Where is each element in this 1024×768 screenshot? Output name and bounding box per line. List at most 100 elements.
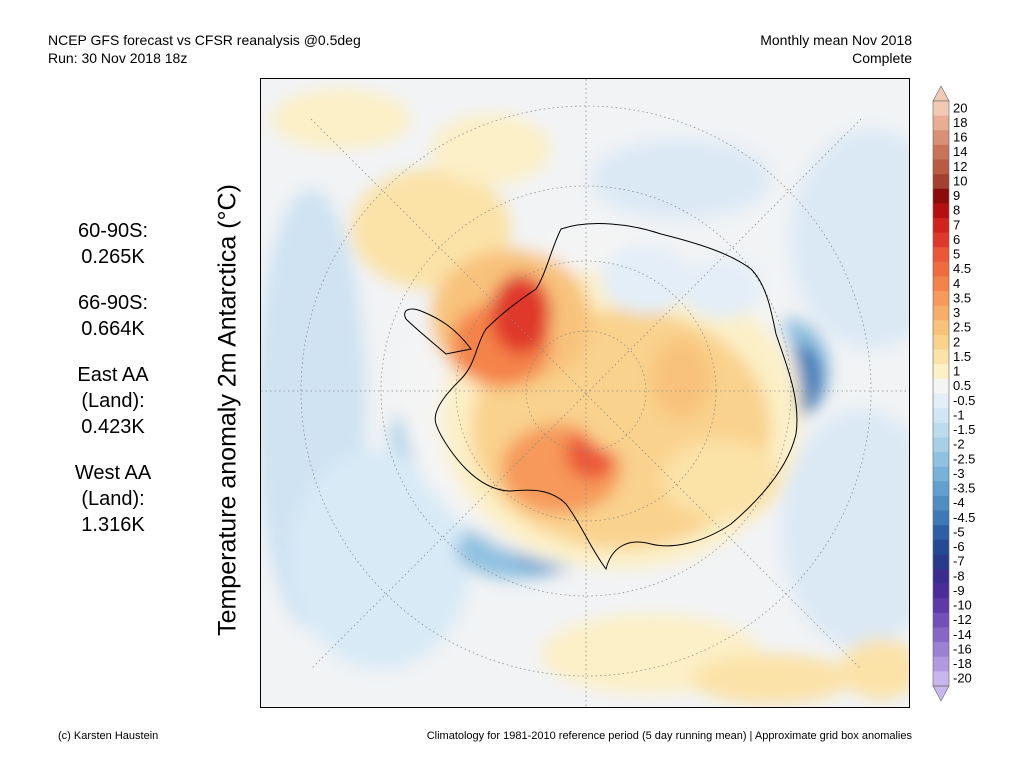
colorbar-swatch [933, 349, 949, 365]
antarctica-anomaly-map [261, 79, 909, 707]
colorbar-swatch [933, 495, 949, 511]
colorbar-tick-label: -1 [953, 407, 965, 422]
colorbar-swatch [933, 174, 949, 190]
colorbar-tick-label: 4.5 [953, 261, 971, 276]
colorbar-tick-label: 4 [953, 276, 960, 291]
colorbar-swatch [933, 671, 949, 687]
colorbar-tick-label: -10 [953, 598, 972, 613]
colorbar-tick-label: 0.5 [953, 378, 971, 393]
stat-label: East AA (Land): [77, 364, 149, 412]
colorbar-tick-label: 14 [953, 144, 967, 159]
colorbar-top-arrow [932, 86, 950, 102]
colorbar-tick-label: 12 [953, 159, 967, 174]
colorbar-tick-label: -3 [953, 466, 965, 481]
header-left: NCEP GFS forecast vs CFSR reanalysis @0.… [48, 31, 361, 67]
colorbar-swatch [933, 569, 949, 584]
colorbar-swatch [933, 159, 949, 175]
colorbar-swatch [933, 598, 949, 614]
antarctica-coastline [434, 223, 798, 571]
colorbar-tick-label: -6 [953, 539, 965, 554]
colorbar-swatch [933, 320, 949, 336]
colorbar-tick-label: -14 [953, 627, 972, 642]
colorbar-tick-label: 1.5 [953, 349, 971, 364]
colorbar-tick-label: -2.5 [953, 451, 975, 466]
colorbar-tick-label: 2.5 [953, 320, 971, 335]
colorbar-tick-label: 8 [953, 203, 960, 218]
colorbar: 201816141210987654.543.532.521.510.5-0.5… [932, 86, 975, 702]
colorbar-swatch [933, 101, 949, 116]
colorbar-swatch [933, 437, 949, 453]
stat-value: 0.423K [81, 416, 145, 438]
completeness-label: Complete [852, 50, 912, 66]
map-panel [260, 78, 910, 708]
colorbar-tick-label: -7 [953, 554, 965, 569]
stat-value: 0.664K [81, 318, 145, 340]
colorbar-swatch [933, 115, 949, 131]
colorbar-swatch [933, 305, 949, 321]
colorbar-tick-label: -9 [953, 583, 965, 598]
colorbar-swatch [933, 203, 949, 219]
map-title: Temperature anomaly 2m Antarctica (°C) [213, 184, 242, 636]
colorbar-tick-label: 16 [953, 130, 967, 145]
colorbar-tick-label: 3 [953, 305, 960, 320]
stat-label: 66-90S: [77, 292, 149, 314]
colorbar-swatch [933, 393, 949, 409]
colorbar-swatch [933, 408, 949, 424]
header-right: Monthly mean Nov 2018 Complete [760, 31, 912, 67]
colorbar-swatch [933, 539, 949, 555]
stat-label: 60-90S: [77, 220, 149, 242]
colorbar-swatch [933, 247, 949, 263]
colorbar-tick-label: 2 [953, 334, 960, 349]
colorbar-swatch [933, 525, 949, 541]
stat-label: West AA (Land): [74, 462, 152, 510]
stat-66-90s: 66-90S: 0.664K [58, 290, 168, 342]
colorbar-swatch [933, 261, 949, 277]
colorbar-tick-label: -16 [953, 641, 972, 656]
colorbar-tick-label: 18 [953, 115, 967, 130]
colorbar-tick-label: 1 [953, 364, 960, 379]
colorbar-swatch [933, 554, 949, 570]
colorbar-frame [932, 100, 950, 687]
colorbar-tick-label: -5 [953, 524, 965, 539]
colorbar-swatch [933, 364, 949, 380]
colorbar-tick-label: -0.5 [953, 393, 975, 408]
colorbar-tick-label: 9 [953, 188, 960, 203]
colorbar-tick-label: -2 [953, 437, 965, 452]
colorbar-swatch [933, 481, 949, 497]
stat-east-aa: East AA (Land): 0.423K [58, 362, 168, 440]
stat-value: 0.265K [81, 246, 145, 268]
colorbar-swatch [933, 466, 949, 482]
colorbar-swatch [933, 452, 949, 467]
colorbar-swatch [933, 583, 949, 599]
colorbar-swatch [933, 144, 949, 160]
copyright-credit: (c) Karsten Haustein [58, 730, 159, 742]
anomaly-field [261, 89, 909, 704]
colorbar-swatch [933, 232, 949, 248]
colorbar-swatch [933, 378, 949, 394]
colorbar-tick-label: 10 [953, 173, 967, 188]
run-time: Run: 30 Nov 2018 18z [48, 50, 188, 66]
colorbar-swatch [933, 130, 949, 146]
colorbar-tick-label: -3.5 [953, 481, 975, 496]
colorbar-tick-label: 5 [953, 247, 960, 262]
colorbar-tick-label: -20 [953, 671, 972, 686]
model-title: NCEP GFS forecast vs CFSR reanalysis @0.… [48, 32, 361, 48]
colorbar-swatch [933, 656, 949, 672]
colorbar-swatch [933, 276, 949, 292]
colorbar-bottom-arrow [932, 685, 950, 702]
stat-west-aa: West AA (Land): 1.316K [58, 460, 168, 538]
colorbar-tick-label: 20 [953, 100, 967, 115]
colorbar-tick-label: -12 [953, 612, 972, 627]
colorbar-swatch [933, 627, 949, 643]
stats-panel: 60-90S: 0.265K 66-90S: 0.664K East AA (L… [58, 218, 168, 558]
colorbar-tick-label: 7 [953, 217, 960, 232]
colorbar-swatch [933, 188, 949, 204]
colorbar-tick-label: -8 [953, 568, 965, 583]
graticule [261, 79, 909, 707]
colorbar-swatch [933, 422, 949, 438]
colorbar-swatch [933, 642, 949, 658]
colorbar-tick-label: -18 [953, 656, 972, 671]
colorbar-tick-label: 6 [953, 232, 960, 247]
colorbar-swatch [933, 291, 949, 307]
colorbar-tick-label: -4.5 [953, 510, 975, 525]
